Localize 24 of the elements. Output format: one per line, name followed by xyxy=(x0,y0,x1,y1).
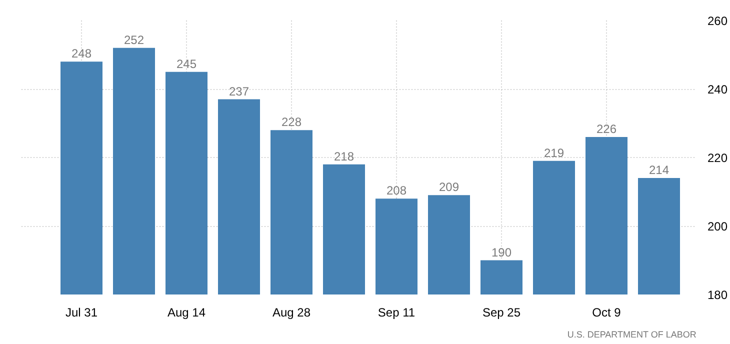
data-label: 237 xyxy=(228,84,250,98)
y-tick-label: 180 xyxy=(708,288,728,302)
data-label: 228 xyxy=(281,115,302,130)
y-tick-label: 260 xyxy=(708,14,728,28)
y-tick-label: 200 xyxy=(708,220,728,234)
data-label: 218 xyxy=(334,149,354,164)
x-tick-label: Aug 28 xyxy=(272,306,311,320)
data-label: 209 xyxy=(438,180,460,194)
x-tick-label: Sep 25 xyxy=(482,306,521,320)
data-label: 208 xyxy=(386,184,407,198)
data-label: 245 xyxy=(176,56,197,71)
data-label: 214 xyxy=(648,163,670,178)
data-label: 248 xyxy=(71,46,92,61)
data-label: 190 xyxy=(491,245,512,260)
y-tick-label: 240 xyxy=(708,82,728,96)
y-tick-label: 220 xyxy=(708,151,728,165)
text: U.S. DEPARTMENT OF LABOR xyxy=(567,330,697,340)
x-tick-label: Sep 11 xyxy=(378,306,416,320)
data-label: 252 xyxy=(124,32,144,47)
x-tick-label: Jul 31 xyxy=(65,306,98,320)
data-label: 226 xyxy=(596,122,617,136)
x-tick-label: Aug 14 xyxy=(167,306,206,320)
data-label: 219 xyxy=(544,146,564,160)
x-tick-label: Oct 9 xyxy=(592,306,622,320)
